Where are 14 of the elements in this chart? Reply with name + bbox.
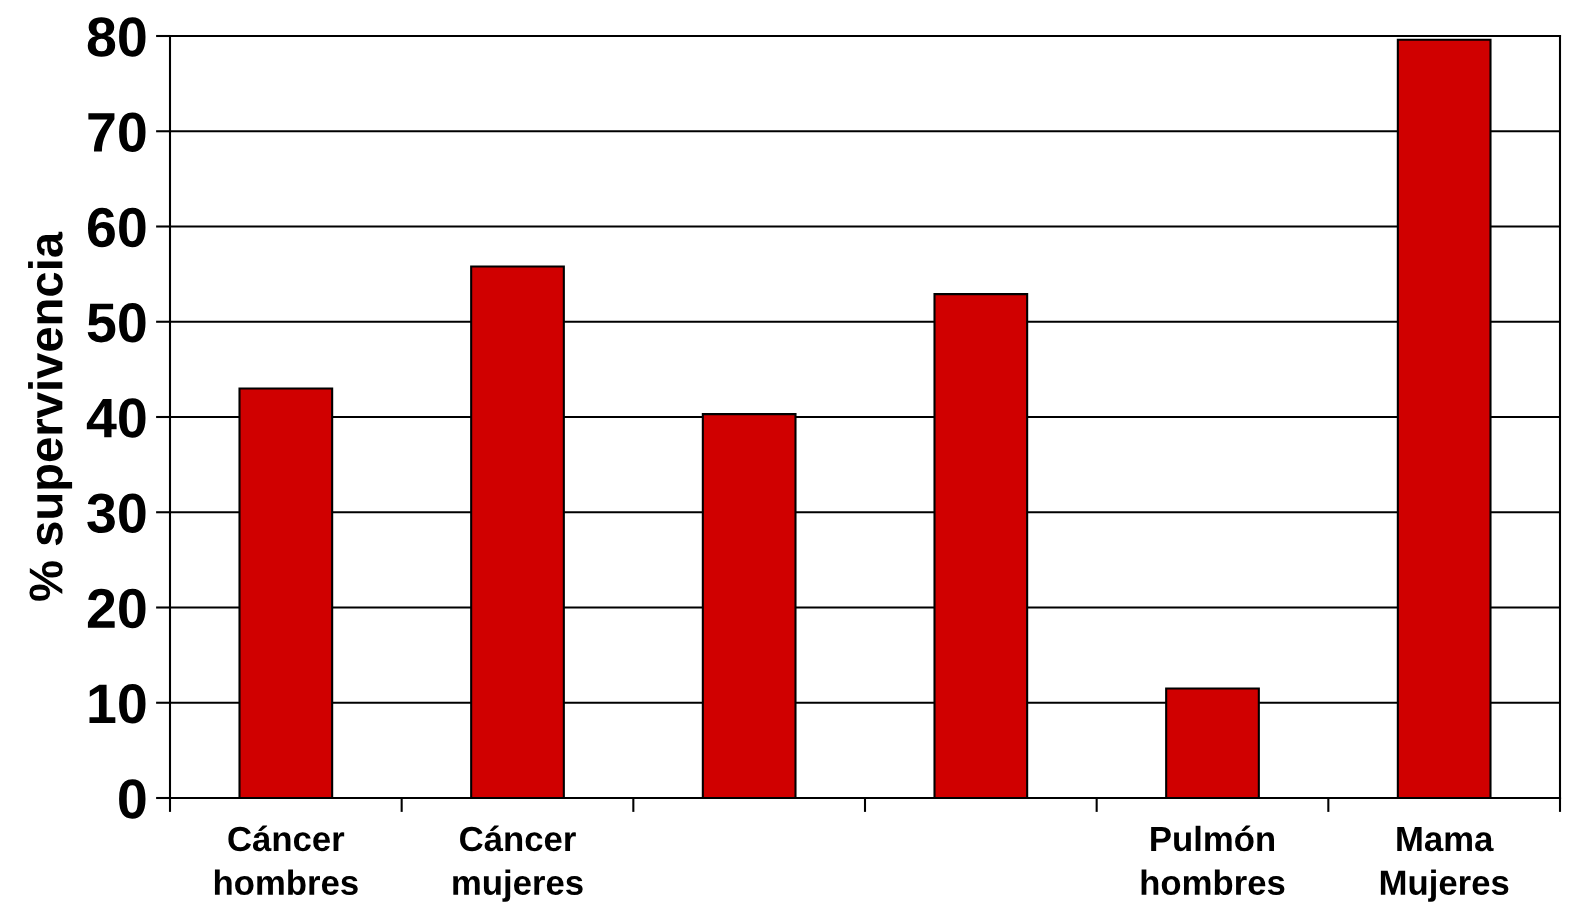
y-tick-label: 20 [87,588,146,629]
y-tick-label: 70 [88,112,146,152]
y-tick-label: 40 [86,398,146,438]
y-axis-title: % supervivencia [28,231,73,601]
x-tick-label: Cáncer hombres [214,825,358,895]
x-tick-label: Pulmón hombres [1141,825,1285,895]
y-tick-label: 10 [89,684,146,724]
y-tick-label: 50 [87,303,146,343]
y-tick-label: 60 [88,207,146,248]
y-tick-label: 80 [87,17,146,57]
y-tick-label: 30 [87,493,146,534]
y-tick-label: 0 [119,779,146,819]
x-tick-label: Cáncer mujeres [453,825,583,902]
x-tick-label: Mama Mujeres [1380,827,1509,902]
